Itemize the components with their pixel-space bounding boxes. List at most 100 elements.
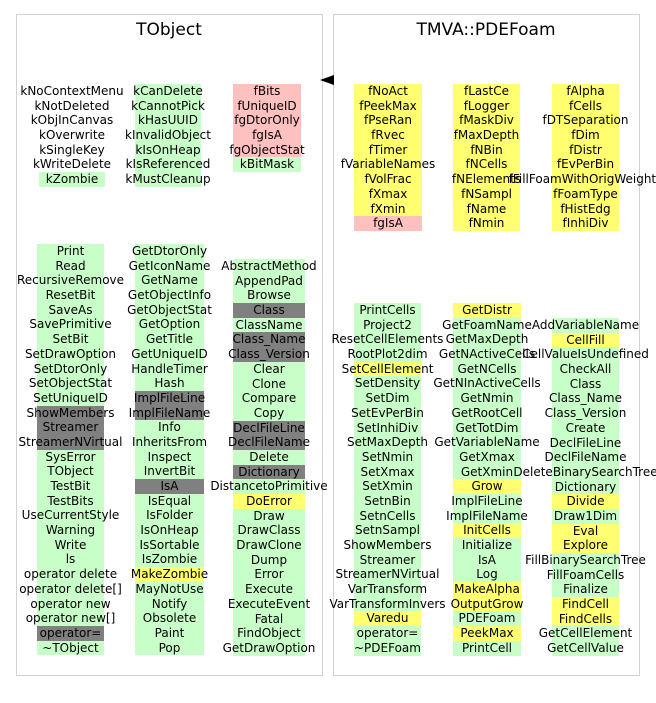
member-label[interactable]: Divide xyxy=(566,494,605,509)
member-label[interactable]: DrawClone xyxy=(236,538,302,553)
member-label[interactable]: Print xyxy=(56,244,85,258)
member-label[interactable]: GetNActiveCells xyxy=(438,347,536,362)
member-label[interactable]: kCannotPick xyxy=(131,98,205,113)
member-label[interactable]: ShowMembers xyxy=(26,405,115,420)
member-label[interactable]: GetNInActiveCells xyxy=(433,376,541,391)
member-label[interactable]: VarTransform xyxy=(347,582,428,597)
member-label[interactable]: SetBit xyxy=(52,332,89,347)
member-label[interactable]: HandleTimer xyxy=(131,361,208,376)
member-label[interactable]: PrintCell xyxy=(461,640,513,655)
member-label[interactable]: kInvalidObject xyxy=(125,128,211,143)
member-label[interactable]: fFoamType xyxy=(553,186,618,201)
member-label[interactable]: Delete xyxy=(249,449,289,464)
member-label[interactable]: fInhiDiv xyxy=(562,216,609,231)
member-label[interactable]: operator new[] xyxy=(25,611,116,626)
member-label[interactable]: kBitMask xyxy=(239,157,295,172)
member-label[interactable]: Class xyxy=(569,376,602,391)
member-label[interactable]: fVolFrac xyxy=(364,172,412,187)
member-label[interactable]: FillFoamCells xyxy=(546,567,625,582)
member-label[interactable]: ShowMembers xyxy=(343,538,432,552)
member-label[interactable]: SysError xyxy=(45,449,96,464)
member-label[interactable]: SavePrimitive xyxy=(29,317,112,332)
member-label[interactable]: operator= xyxy=(356,626,419,641)
member-label[interactable]: StreamerNVirtual xyxy=(335,567,440,582)
member-label[interactable]: PDEFoam xyxy=(458,611,516,626)
member-label[interactable]: kNotDeleted xyxy=(34,98,110,113)
member-label[interactable]: kCanDelete xyxy=(133,84,203,98)
member-label[interactable]: fNElements xyxy=(451,172,522,187)
member-label[interactable]: VarTransformInvers xyxy=(329,596,446,611)
member-label[interactable]: GetDtorOnly xyxy=(131,244,208,258)
member-label[interactable]: FindObject xyxy=(237,626,301,641)
member-label[interactable]: Obsolete xyxy=(142,611,197,626)
member-label[interactable]: GetCellElement xyxy=(538,626,633,641)
member-label[interactable]: ~PDEFoam xyxy=(354,640,421,655)
member-label[interactable]: IsSortable xyxy=(139,537,200,552)
member-label[interactable]: fRvec xyxy=(371,128,405,143)
member-label[interactable]: Class xyxy=(253,303,285,318)
member-label[interactable]: fgDtorOnly xyxy=(234,113,300,128)
member-label[interactable]: fAlpha xyxy=(566,84,605,98)
member-label[interactable]: Clone xyxy=(251,376,287,391)
member-label[interactable]: SetObjectStat xyxy=(28,376,113,391)
member-label[interactable]: FindCells xyxy=(558,611,613,626)
member-label[interactable]: TestBits xyxy=(47,493,94,508)
member-label[interactable]: GetRootCell xyxy=(451,405,523,420)
member-label[interactable]: fNmin xyxy=(468,216,505,231)
member-label[interactable]: SetDrawOption xyxy=(24,346,117,361)
member-label[interactable]: fCells xyxy=(569,98,602,113)
member-label[interactable]: fDTSeparation xyxy=(542,113,629,128)
member-label[interactable]: fBits xyxy=(253,84,281,98)
member-label[interactable]: fgIsA xyxy=(373,216,403,231)
member-label[interactable]: SetNmin xyxy=(361,449,414,464)
member-label[interactable]: GetXmin xyxy=(460,464,514,479)
member-label[interactable]: SetCellElement xyxy=(341,361,434,376)
member-label[interactable]: kZombie xyxy=(45,172,99,187)
member-label[interactable]: operator delete xyxy=(23,567,118,582)
member-label[interactable]: kMustCleanup xyxy=(125,172,211,187)
member-label[interactable]: IsA xyxy=(160,479,179,493)
member-label[interactable]: Explore xyxy=(562,538,609,553)
member-label[interactable]: ImplFileLine xyxy=(133,390,206,405)
member-label[interactable]: DoError xyxy=(246,494,292,508)
member-label[interactable]: DeclFileLine xyxy=(233,420,305,435)
member-label[interactable]: Dump xyxy=(250,552,288,567)
member-label[interactable]: ~TObject xyxy=(42,640,99,655)
member-label[interactable]: fNSampl xyxy=(461,186,512,201)
member-label[interactable]: Varedu xyxy=(366,611,409,626)
member-label[interactable]: fFillFoamWithOrigWeights xyxy=(508,172,656,187)
member-label[interactable]: kIsOnHeap xyxy=(135,142,201,157)
member-label[interactable]: SetXmin xyxy=(362,479,413,494)
member-label[interactable]: IsZombie xyxy=(141,552,198,567)
member-label[interactable]: Error xyxy=(254,567,284,582)
member-label[interactable]: ClassName xyxy=(235,317,303,332)
member-label[interactable]: TObject xyxy=(47,464,94,479)
member-label[interactable]: AddVariableName xyxy=(531,318,640,332)
member-label[interactable]: GetCellValue xyxy=(547,641,624,656)
member-label[interactable]: IsFolder xyxy=(146,508,193,523)
member-label[interactable]: AppendPad xyxy=(235,273,303,288)
member-label[interactable]: GetNmin xyxy=(460,391,514,406)
member-label[interactable]: fgObjectStat xyxy=(229,142,305,157)
member-label[interactable]: GetXmax xyxy=(459,449,515,464)
member-label[interactable]: Copy xyxy=(253,405,285,420)
member-label[interactable]: kWriteDelete xyxy=(32,157,112,172)
member-label[interactable]: fPseRan xyxy=(364,113,412,128)
member-label[interactable]: FindCell xyxy=(561,597,609,612)
member-label[interactable]: kHasUUID xyxy=(138,113,198,128)
member-label[interactable]: InitCells xyxy=(463,523,511,538)
member-label[interactable]: Streamer xyxy=(359,552,416,567)
member-label[interactable]: GetDrawOption xyxy=(222,640,316,655)
member-label[interactable]: CellValueIsUndefined xyxy=(522,347,649,362)
member-label[interactable]: ls xyxy=(65,552,76,567)
member-label[interactable]: InvertBit xyxy=(143,464,196,479)
member-label[interactable]: GetVariableName xyxy=(434,435,540,450)
member-label[interactable]: fTimer xyxy=(368,142,408,157)
member-label[interactable]: kNoContextMenu xyxy=(20,84,124,98)
member-label[interactable]: Draw xyxy=(253,508,285,523)
member-label[interactable]: GetOption xyxy=(138,317,201,332)
member-label[interactable]: fUniqueID xyxy=(237,98,297,113)
member-label[interactable]: fXmin xyxy=(370,201,406,216)
member-label[interactable]: GetUniqueID xyxy=(131,346,208,361)
member-label[interactable]: fNoAct xyxy=(368,84,408,98)
